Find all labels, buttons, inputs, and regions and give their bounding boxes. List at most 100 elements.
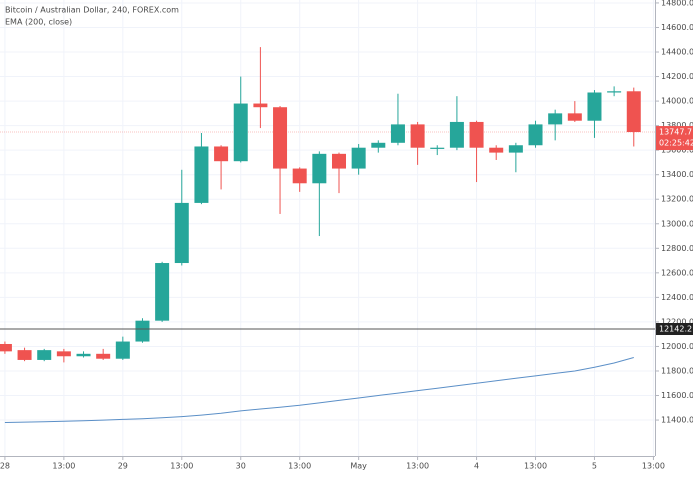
candle bbox=[174, 169, 189, 266]
y-tick-label: 14000.0 bbox=[661, 97, 693, 106]
candle bbox=[587, 90, 602, 138]
candle bbox=[449, 96, 464, 151]
x-tick-label: 28 bbox=[0, 462, 10, 471]
candle-body bbox=[174, 202, 189, 264]
candle-body bbox=[331, 153, 346, 169]
x-tick-label: 13:00 bbox=[642, 462, 665, 471]
plot bbox=[0, 47, 655, 423]
candle-body bbox=[96, 353, 111, 359]
candle bbox=[351, 144, 366, 175]
last-price-label-bg bbox=[656, 126, 693, 151]
y-tick-label: 11800.0 bbox=[661, 366, 693, 375]
grid bbox=[0, 0, 655, 456]
x-tick-label: 5 bbox=[592, 462, 597, 471]
candle-body bbox=[390, 124, 405, 143]
y-tick-label: 12800.0 bbox=[661, 244, 693, 253]
y-tick-label: 12400.0 bbox=[661, 293, 693, 302]
candle-body bbox=[233, 103, 248, 162]
y-tick-label: 13400.0 bbox=[661, 170, 693, 179]
candle-body bbox=[37, 350, 52, 360]
x-tick-label: 4 bbox=[474, 462, 479, 471]
candle bbox=[390, 93, 405, 146]
y-tick-label: 13800.0 bbox=[661, 121, 693, 130]
crosshair-label: 12142.2 bbox=[659, 325, 692, 334]
x-tick-label: 30 bbox=[236, 462, 246, 471]
candle bbox=[626, 87, 641, 147]
y-tick-label: 14800.0 bbox=[661, 0, 693, 7]
candle-body bbox=[371, 142, 386, 148]
y-tick-label: 14200.0 bbox=[661, 72, 693, 81]
candle-body bbox=[528, 124, 543, 146]
candle-body bbox=[587, 92, 602, 121]
candle bbox=[292, 167, 307, 192]
candle-body bbox=[469, 121, 484, 148]
candle bbox=[115, 336, 130, 360]
candle-body bbox=[17, 350, 32, 360]
candle bbox=[469, 120, 484, 183]
candle-body bbox=[292, 168, 307, 184]
candle-body bbox=[430, 147, 445, 149]
candle bbox=[96, 348, 111, 360]
y-tick-label: 11600.0 bbox=[661, 391, 693, 400]
candle bbox=[233, 76, 248, 163]
candle-body bbox=[626, 91, 641, 133]
candle-body bbox=[548, 113, 563, 125]
candle-body bbox=[567, 113, 582, 121]
y-tick-label: 13200.0 bbox=[661, 195, 693, 204]
candle bbox=[607, 86, 622, 97]
candle-body bbox=[115, 341, 130, 359]
candle-body bbox=[76, 353, 91, 357]
candle bbox=[17, 347, 32, 362]
candle-body bbox=[410, 124, 425, 148]
candle bbox=[37, 348, 52, 362]
candle bbox=[567, 101, 582, 122]
last-price-label: 13747.7 bbox=[659, 128, 692, 137]
candle-body bbox=[253, 103, 268, 108]
candle bbox=[528, 120, 543, 148]
crosshair-label-bg bbox=[656, 323, 693, 336]
candle-body bbox=[214, 146, 229, 162]
candle bbox=[430, 145, 445, 156]
x-tick-label: 13:00 bbox=[288, 462, 311, 471]
candle bbox=[489, 145, 504, 160]
chart-title: Bitcoin / Australian Dollar, 240, FOREX.… bbox=[5, 6, 179, 15]
x-tick-label: 13:00 bbox=[524, 462, 547, 471]
countdown-label: 02:25:42 bbox=[659, 139, 693, 148]
candle-body bbox=[449, 121, 464, 148]
candle-body bbox=[273, 107, 288, 169]
candle bbox=[0, 341, 12, 354]
x-tick-label: May bbox=[350, 462, 367, 471]
candle bbox=[410, 121, 425, 165]
candle bbox=[371, 140, 386, 153]
candle bbox=[331, 152, 346, 194]
x-tick-label: 13:00 bbox=[52, 462, 75, 471]
candle bbox=[76, 351, 91, 358]
candle bbox=[214, 145, 229, 190]
candle bbox=[253, 47, 268, 129]
candle bbox=[56, 348, 71, 363]
x-tick-label: 13:00 bbox=[406, 462, 429, 471]
y-tick-label: 12000.0 bbox=[661, 342, 693, 351]
y-tick-label: 13000.0 bbox=[661, 219, 693, 228]
candle-body bbox=[135, 320, 150, 342]
candle bbox=[135, 318, 150, 343]
candle bbox=[194, 132, 209, 205]
y-tick-label: 14400.0 bbox=[661, 48, 693, 57]
candle-body bbox=[508, 145, 523, 153]
x-tick-label: 13:00 bbox=[170, 462, 193, 471]
candle-body bbox=[56, 351, 71, 357]
y-tick-label: 12600.0 bbox=[661, 268, 693, 277]
candle-body bbox=[312, 153, 327, 184]
y-tick-label: 12200.0 bbox=[661, 317, 693, 326]
ema-line bbox=[4, 357, 634, 423]
candle-body bbox=[155, 263, 170, 321]
x-tick-label: 29 bbox=[118, 462, 128, 471]
candle-body bbox=[489, 147, 504, 153]
candle-body bbox=[194, 146, 209, 203]
y-tick-label: 14600.0 bbox=[661, 23, 693, 32]
y-tick-label: 11400.0 bbox=[661, 416, 693, 425]
candle-body bbox=[0, 343, 12, 352]
indicator-label: EMA (200, close) bbox=[5, 18, 72, 27]
candle bbox=[548, 109, 563, 141]
